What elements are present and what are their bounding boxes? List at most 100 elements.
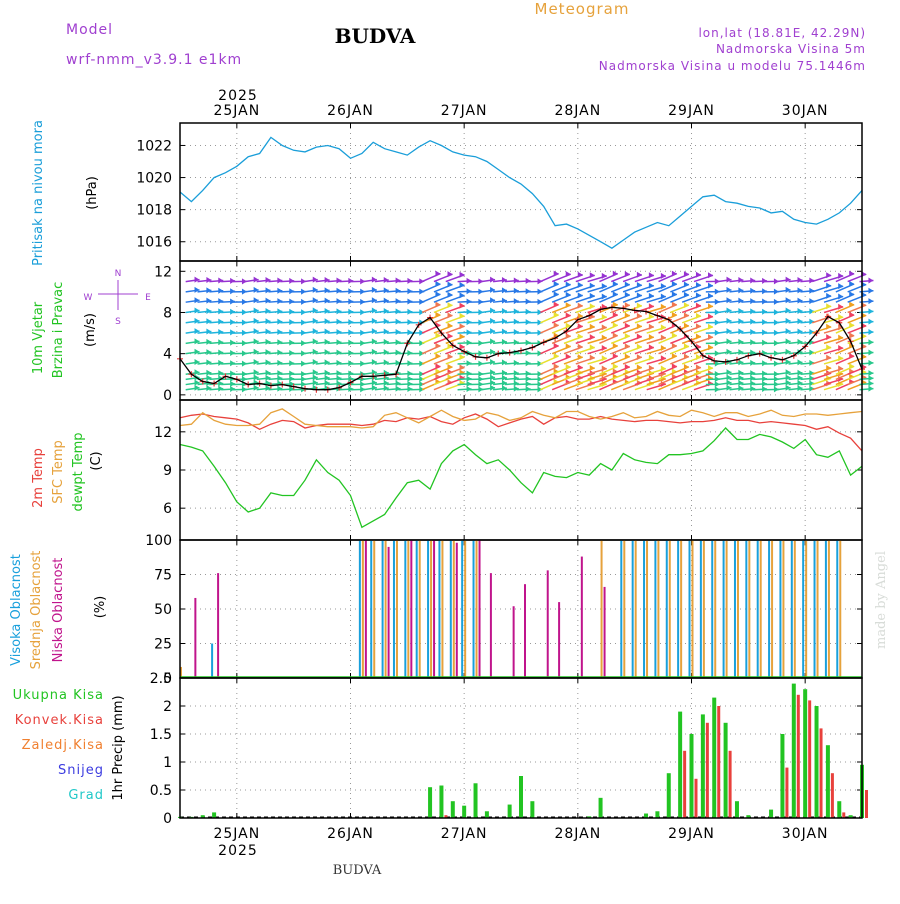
wind-arrow-head (435, 281, 440, 287)
wind-arrow-head (435, 302, 440, 308)
precip-bar-conv (797, 695, 800, 818)
wind-arrow-head (277, 375, 282, 381)
wind-arrow-head (218, 370, 223, 376)
cloud-bar-high_cloud (382, 540, 384, 678)
wind-arrow-head (826, 324, 831, 330)
wind-arrow-head (566, 343, 571, 349)
wind-arrow-head (625, 281, 630, 287)
wind-arrow-head (460, 292, 465, 298)
precip-bar-total (712, 698, 716, 818)
wind-arrow-head (514, 308, 519, 314)
precip-bar-total (837, 801, 841, 818)
wind-arrow-head (649, 293, 654, 299)
wind-arrow-head (277, 277, 282, 283)
wind-arrow-head (514, 319, 519, 325)
y-tick-label: 1.5 (150, 727, 172, 743)
cloud-bar-high_cloud (814, 540, 816, 678)
wind-arrow-head (637, 334, 642, 340)
cloud-bar-mid_cloud (441, 540, 443, 678)
wind-arrow-head (637, 313, 642, 319)
cloud-bar-high_cloud (768, 540, 770, 678)
cloud-bar-mid_cloud (419, 540, 421, 678)
credit-label: made by Angel (874, 551, 889, 649)
wind-arrow-head (637, 303, 642, 309)
wind-arrow-head (566, 302, 571, 308)
cloud-bar-low_cloud (581, 557, 583, 678)
cloud-bar-mid_cloud (737, 540, 739, 678)
cloud-bar-mid_cloud (714, 540, 716, 678)
wind-arrow-head (396, 386, 401, 392)
pressure-axis-title: Pritisak na nivou mora (31, 120, 46, 266)
cloud-bar-high_cloud (677, 540, 679, 678)
wind-arrow-head (637, 272, 642, 278)
precip-bar-total (792, 684, 796, 818)
wind-arrow-head (514, 386, 519, 392)
wind-arrow-head (336, 329, 341, 335)
wind-arrow-head (649, 344, 654, 350)
wind-arrow-head (448, 333, 453, 339)
cloud-bar-mid_cloud (794, 540, 796, 678)
y-tick-label: 8 (163, 305, 172, 321)
wind-arrow-head (435, 363, 440, 369)
wind-arrow-head (750, 386, 755, 392)
y-tick-label: 1022 (136, 138, 172, 154)
wind-arrow-head (708, 375, 713, 381)
wind-arrow-head (826, 355, 831, 361)
cloud-axis-unit: (%) (93, 596, 108, 619)
precip-bar-total (212, 812, 216, 818)
cloud-bar-mid_cloud (646, 540, 648, 678)
footer-station: BUDVA (333, 863, 382, 878)
wind-arrow-head (868, 319, 873, 325)
wind-arrow-head (554, 353, 559, 359)
temp-axis-title-dewpt: dewpt Temp (71, 432, 86, 511)
wind-arrow-head (868, 370, 873, 376)
wind-arrow-head (566, 312, 571, 318)
cloud-bar-mid_cloud (692, 540, 694, 678)
wind-arrow-head (277, 308, 282, 314)
wind-arrow-head (514, 375, 519, 381)
cloud-bar-high_cloud (211, 644, 213, 679)
wind-arrow-head (637, 323, 642, 329)
wind-arrow-head (696, 282, 701, 288)
wind-arrow-head (637, 344, 642, 350)
wind-arrow-head (696, 323, 701, 329)
wind-arrow-head (696, 303, 701, 309)
wind-arrow-head (696, 364, 701, 370)
y-tick-label: 1018 (136, 203, 172, 219)
wind-arrow-head (613, 302, 618, 308)
wind-arrow-head (554, 281, 559, 287)
wind-arrow-head (750, 319, 755, 325)
wind-arrow-head (868, 360, 873, 366)
wind-arrow-head (448, 292, 453, 298)
top-day-label: 26JAN (327, 103, 374, 119)
wind-arrow-head (849, 332, 854, 338)
precip-bar-total (508, 805, 512, 818)
wind-arrow-head (514, 380, 519, 386)
cloud-bar-high_cloud (825, 540, 827, 678)
wind-arrow-head (218, 277, 223, 283)
wind-arrow-head (613, 322, 618, 328)
wind-arrow-head (277, 386, 282, 392)
wind-arrow-head (649, 334, 654, 340)
wind-axis-unit: (m/s) (83, 313, 98, 347)
cloud-axis-title-low: Niska Oblacnost (51, 558, 66, 663)
elevation-label: Nadmorska Visina 5m (716, 42, 866, 56)
cloud-bar-high_cloud (473, 540, 475, 678)
wind-arrow-head (649, 283, 654, 289)
wind-arrow-head (396, 380, 401, 386)
cloud-bar-mid_cloud (430, 540, 432, 678)
wind-arrow-head (448, 312, 453, 318)
cloud-bar-low_cloud (513, 606, 515, 678)
cloud-bar-high_cloud (393, 540, 395, 678)
y-tick-label: 25 (154, 637, 172, 653)
wind-arrow-head (277, 370, 282, 376)
cloud-bar-mid_cloud (362, 540, 364, 678)
wind-arrow-head (750, 360, 755, 366)
cloud-bar-low_cloud (433, 540, 435, 678)
y-tick-label: 12 (154, 264, 172, 280)
